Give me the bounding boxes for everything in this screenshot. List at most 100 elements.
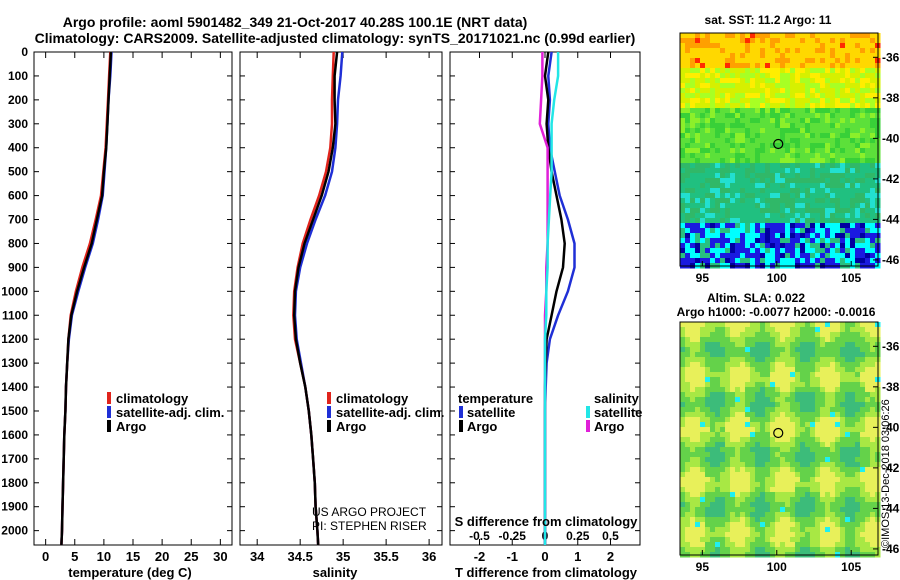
heatmap-cell xyxy=(715,53,721,59)
heatmap-cell xyxy=(695,342,701,348)
heatmap-cell xyxy=(790,412,796,418)
heatmap-cell xyxy=(750,108,756,114)
heatmap-cell xyxy=(780,183,786,189)
heatmap-cell xyxy=(725,442,731,448)
map-y-tick-label: -40 xyxy=(882,131,900,145)
heatmap-cell xyxy=(870,218,876,224)
heatmap-cell xyxy=(870,427,876,433)
salinity-axis-label: salinity xyxy=(313,565,359,580)
heatmap-cell xyxy=(870,352,876,358)
heatmap-cell xyxy=(865,422,871,428)
depth-tick-label: 200 xyxy=(8,93,28,107)
heatmap-cell xyxy=(740,487,746,493)
heatmap-cell xyxy=(755,467,761,473)
heatmap-cell xyxy=(765,487,771,493)
heatmap-cell xyxy=(830,532,836,538)
heatmap-cell xyxy=(870,417,876,423)
heatmap-cell xyxy=(800,532,806,538)
heatmap-cell xyxy=(735,457,741,463)
heatmap-cell xyxy=(770,322,776,328)
heatmap-cell xyxy=(770,522,776,528)
heatmap-cell xyxy=(840,113,846,119)
heatmap-cell xyxy=(840,108,846,114)
heatmap-cell xyxy=(730,93,736,99)
heatmap-cell xyxy=(775,148,781,154)
heatmap-cell xyxy=(680,327,686,333)
heatmap-cell xyxy=(870,53,876,59)
heatmap-cell xyxy=(805,248,811,254)
heatmap-cell xyxy=(840,537,846,543)
heatmap-cell xyxy=(745,427,751,433)
heatmap-cell xyxy=(845,148,851,154)
heatmap-cell xyxy=(815,462,821,468)
heatmap-cell xyxy=(715,502,721,508)
heatmap-cell xyxy=(705,48,711,54)
heatmap-cell xyxy=(830,402,836,408)
heatmap-cell xyxy=(750,198,756,204)
heatmap-cell xyxy=(805,532,811,538)
heatmap-cell xyxy=(865,118,871,124)
heatmap-cell xyxy=(770,223,776,229)
heatmap-cell xyxy=(790,218,796,224)
heatmap-cell xyxy=(855,143,861,149)
heatmap-cell xyxy=(755,542,761,548)
heatmap-cell xyxy=(715,233,721,239)
heatmap-cell xyxy=(750,73,756,79)
heatmap-cell xyxy=(795,88,801,94)
heatmap-cell xyxy=(815,103,821,109)
heatmap-cell xyxy=(800,253,806,259)
legend-salinity-title: salinity xyxy=(594,391,640,406)
heatmap-cell xyxy=(845,88,851,94)
heatmap-cell xyxy=(720,168,726,174)
heatmap-cell xyxy=(840,517,846,523)
heatmap-cell xyxy=(820,233,826,239)
heatmap-cell xyxy=(840,392,846,398)
x-tick-label: 0 xyxy=(42,549,49,564)
heatmap-cell xyxy=(850,153,856,159)
heatmap-cell xyxy=(790,118,796,124)
heatmap-cell xyxy=(740,178,746,184)
heatmap-cell xyxy=(725,173,731,179)
heatmap-cell xyxy=(830,103,836,109)
heatmap-cell xyxy=(860,422,866,428)
heatmap-cell xyxy=(730,183,736,189)
heatmap-cell xyxy=(715,507,721,513)
heatmap-cell xyxy=(805,83,811,89)
heatmap-cell xyxy=(685,168,691,174)
heatmap-cell xyxy=(790,362,796,368)
heatmap-cell xyxy=(720,517,726,523)
heatmap-cell xyxy=(790,63,796,69)
heatmap-cell xyxy=(740,83,746,89)
heatmap-cell xyxy=(845,527,851,533)
heatmap-cell xyxy=(865,88,871,94)
heatmap-cell xyxy=(805,123,811,129)
heatmap-cell xyxy=(755,83,761,89)
heatmap-cell xyxy=(860,178,866,184)
heatmap-cell xyxy=(710,377,716,383)
depth-tick-label: 0 xyxy=(21,45,28,59)
heatmap-cell xyxy=(760,118,766,124)
heatmap-cell xyxy=(770,233,776,239)
heatmap-cell xyxy=(730,113,736,119)
heatmap-cell xyxy=(795,417,801,423)
heatmap-cell xyxy=(835,88,841,94)
heatmap-cell xyxy=(845,113,851,119)
heatmap-cell xyxy=(845,208,851,214)
heatmap-cell xyxy=(710,198,716,204)
heatmap-cell xyxy=(830,178,836,184)
heatmap-cell xyxy=(820,43,826,49)
heatmap-cell xyxy=(835,243,841,249)
heatmap-cell xyxy=(845,53,851,59)
heatmap-cell xyxy=(715,537,721,543)
heatmap-cell xyxy=(735,532,741,538)
heatmap-cell xyxy=(870,327,876,333)
heatmap-cell xyxy=(810,457,816,463)
heatmap-cell xyxy=(735,63,741,69)
heatmap-cell xyxy=(760,462,766,468)
heatmap-cell xyxy=(865,98,871,104)
heatmap-cell xyxy=(735,158,741,164)
heatmap-cell xyxy=(705,223,711,229)
heatmap-cell xyxy=(750,482,756,488)
heatmap-cell xyxy=(860,118,866,124)
heatmap-cell xyxy=(780,53,786,59)
